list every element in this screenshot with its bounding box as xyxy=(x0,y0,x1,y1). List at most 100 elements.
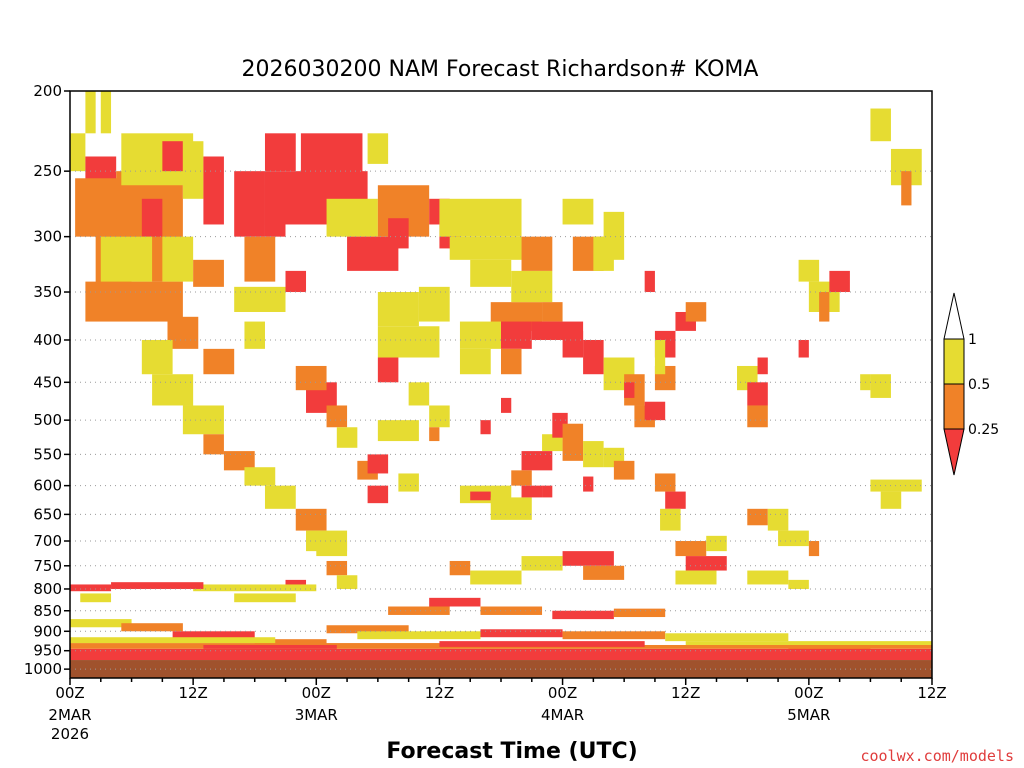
ri-cell-75 xyxy=(490,497,532,520)
ri-cell-115 xyxy=(429,405,450,428)
ri-cell-125 xyxy=(767,508,789,531)
y-tick-label: 950 xyxy=(33,642,62,660)
legend-label-1: 1 xyxy=(968,332,977,348)
ri-cell-156 xyxy=(254,639,327,645)
x-tick-label: 12Z xyxy=(671,684,700,702)
x-date-label: 3MAR xyxy=(295,706,338,724)
legend-label-05: 0.5 xyxy=(968,377,990,393)
ri-cell-27 xyxy=(234,171,265,237)
ri-cell-152 xyxy=(613,608,666,618)
ri-cell-37 xyxy=(367,133,389,164)
ri-cell-20 xyxy=(182,405,224,435)
ri-cell-97 xyxy=(583,565,625,580)
ri-cell-48 xyxy=(449,236,522,260)
ri-cell-23 xyxy=(244,467,276,486)
ri-cell-71 xyxy=(583,441,604,468)
ri-cell-169 xyxy=(203,644,337,649)
ri-cell-79 xyxy=(613,460,635,480)
ri-cell-96 xyxy=(562,551,614,566)
ri-cell-122 xyxy=(757,357,768,375)
ri-cell-45 xyxy=(377,326,440,358)
legend-triangle-below-025 xyxy=(943,428,965,476)
ri-cell-51 xyxy=(511,270,553,303)
ri-cell-43 xyxy=(377,292,419,327)
ri-cell-59 xyxy=(562,198,594,225)
ri-cell-146 xyxy=(80,593,112,603)
ri-cell-113 xyxy=(295,365,327,391)
ri-cell-55 xyxy=(562,330,584,358)
ri-cell-155 xyxy=(172,631,255,640)
ri-cell-85 xyxy=(593,236,614,271)
color-legend: 1 0.5 0.25 xyxy=(943,292,999,476)
chart-title: 2026030200 NAM Forecast Richardson# KOMA xyxy=(242,57,759,82)
ri-cell-144 xyxy=(111,582,204,589)
ri-cell-36 xyxy=(326,198,378,237)
ri-cell-72 xyxy=(583,476,594,492)
x-date-label: 4MAR xyxy=(541,706,584,724)
legend-box-025-05 xyxy=(943,383,965,430)
ri-cell-34 xyxy=(300,133,363,199)
ri-cell-101 xyxy=(316,541,348,557)
y-tick-label: 650 xyxy=(33,505,62,523)
y-tick-label: 500 xyxy=(33,411,62,429)
ri-cell-52 xyxy=(521,236,553,271)
ri-cell-123 xyxy=(747,405,768,428)
ri-cell-87 xyxy=(685,302,707,322)
x-tick-label: 12Z xyxy=(425,684,454,702)
legend-label-025: 0.25 xyxy=(968,422,999,438)
ri-cell-112 xyxy=(336,427,358,448)
ri-cell-24 xyxy=(264,485,296,509)
ri-cell-12 xyxy=(141,198,163,237)
ri-cell-89 xyxy=(654,473,676,492)
legend-triangle-above-1 xyxy=(943,292,965,340)
ri-cell-109 xyxy=(377,420,419,442)
x-axis-label: Forecast Time (UTC) xyxy=(386,739,637,764)
ri-cell-21 xyxy=(203,434,224,455)
ri-cell-143 xyxy=(193,584,317,592)
ri-cell-1 xyxy=(100,91,112,134)
ri-cell-30 xyxy=(285,270,307,293)
ri-cell-15 xyxy=(193,259,224,287)
ri-cell-82 xyxy=(644,401,666,421)
ri-cell-6 xyxy=(85,281,183,322)
ri-cell-95 xyxy=(675,570,717,585)
ri-cell-168 xyxy=(685,641,932,645)
ri-cell-18 xyxy=(203,348,235,375)
ri-cell-116 xyxy=(429,427,440,442)
x-tick-label: 12Z xyxy=(178,684,207,702)
x-tick-label: 00Z xyxy=(302,684,331,702)
ri-cell-44 xyxy=(418,286,450,322)
ri-cell-170 xyxy=(439,641,645,647)
ri-cell-31 xyxy=(244,321,265,349)
y-tick-label: 600 xyxy=(33,477,62,495)
ri-cell-114 xyxy=(408,382,430,406)
ri-cell-108 xyxy=(367,454,389,474)
ri-cell-61 xyxy=(459,321,501,349)
x-tick-label: 12Z xyxy=(917,684,946,702)
ri-cell-103 xyxy=(336,575,358,589)
ri-cell-129 xyxy=(788,579,809,589)
ri-cell-166 xyxy=(480,644,932,649)
ground-layer xyxy=(70,660,932,678)
ri-cell-91 xyxy=(660,508,681,531)
ri-cell-118 xyxy=(501,397,512,413)
ri-cell-140 xyxy=(901,171,912,206)
ri-cell-74 xyxy=(470,491,491,501)
ri-cell-126 xyxy=(778,530,809,547)
ri-cell-153 xyxy=(70,619,132,628)
y-tick-label: 750 xyxy=(33,557,62,575)
ri-cell-9 xyxy=(162,141,183,172)
ri-cell-130 xyxy=(798,259,820,282)
ri-cell-121 xyxy=(747,382,768,406)
ri-cell-104 xyxy=(285,579,307,589)
x-tick-label: 00Z xyxy=(794,684,823,702)
ri-cell-136 xyxy=(870,374,891,398)
y-tick-label: 250 xyxy=(33,162,62,180)
ri-cell-154 xyxy=(121,623,183,632)
credit-text: coolwx.com/models xyxy=(860,747,1014,765)
ri-cell-150 xyxy=(480,606,543,615)
ri-cell-0 xyxy=(85,91,96,134)
ri-cell-117 xyxy=(480,420,491,435)
